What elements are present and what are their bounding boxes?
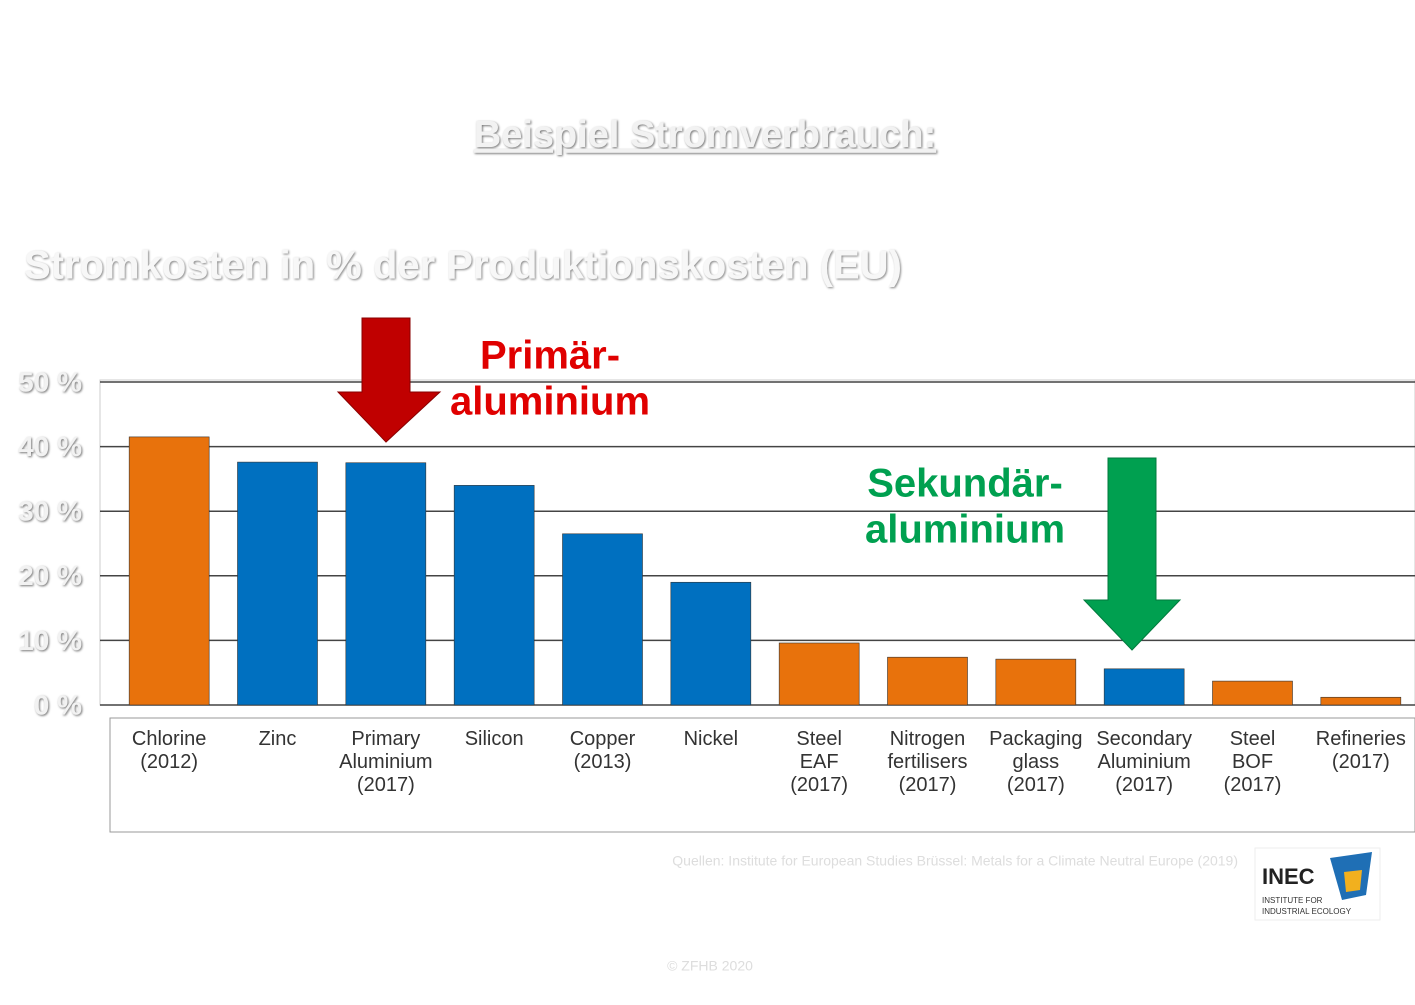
- arrow-secondary: [1082, 457, 1182, 651]
- bar: [1212, 680, 1293, 706]
- bar: [1103, 668, 1185, 706]
- x-tick-label: Chlorine (2012): [132, 728, 206, 773]
- x-tick-line: Nickel: [684, 728, 738, 750]
- x-tick-line: Refineries: [1316, 728, 1406, 750]
- bar: [453, 485, 535, 706]
- x-tick-line: (2017): [1007, 774, 1065, 796]
- x-tick-label: Nickel: [684, 728, 738, 750]
- chart-subtitle: Stromkosten in % der Produktionskosten (…: [24, 244, 902, 288]
- y-tick-label: 20 %: [18, 560, 82, 591]
- x-tick-line: Silicon: [465, 728, 524, 750]
- x-tick-line: (2017): [1224, 774, 1282, 796]
- bar: [562, 533, 643, 706]
- label-frame: [109, 717, 1415, 833]
- x-tick-line: BOF: [1232, 751, 1273, 773]
- x-tick-label: Copper (2013): [570, 728, 636, 773]
- bar: [995, 658, 1077, 706]
- x-tick-label: Packaging glass (2017): [989, 728, 1082, 796]
- x-tick-label: Refineries (2017): [1316, 728, 1406, 773]
- x-tick-line: (2013): [574, 751, 632, 773]
- copyright: © ZFHB 2020: [667, 958, 753, 974]
- annotation: Primär-: [480, 334, 620, 378]
- source-note: Quellen: Institute for European Studies …: [672, 853, 1238, 869]
- x-tick-label: Steel EAF (2017): [790, 728, 848, 796]
- chart-title: Beispiel Stromverbrauch:: [474, 114, 936, 156]
- bar: [128, 436, 210, 706]
- annotation: aluminium: [450, 380, 650, 424]
- y-tick-label: 10 %: [18, 625, 82, 656]
- x-tick-line: Chlorine: [132, 728, 206, 750]
- x-tick-line: Aluminium: [339, 751, 432, 773]
- logo-caption: INSTITUTE FOR: [1262, 896, 1323, 905]
- x-tick-line: glass: [1012, 751, 1059, 773]
- x-tick-line: Steel: [1230, 728, 1276, 750]
- logo-center: [1344, 870, 1362, 892]
- bar: [778, 642, 860, 706]
- x-tick-line: (2017): [899, 774, 957, 796]
- x-tick-line: (2017): [357, 774, 415, 796]
- x-tick-label: Steel BOF (2017): [1224, 728, 1282, 796]
- plot: 0 % 10 % 20 % 30 % 40 % 50 % Chlorine (2012) Zin…: [18, 366, 1415, 796]
- x-tick-label: Zinc: [259, 728, 297, 750]
- bar: [1320, 696, 1402, 706]
- x-tick-line: fertilisers: [887, 751, 967, 773]
- logo-caption: INDUSTRIAL ECOLOGY: [1262, 907, 1352, 916]
- x-tick-line: Packaging: [989, 728, 1082, 750]
- x-tick-line: Steel: [796, 728, 842, 750]
- bar: [887, 656, 968, 706]
- x-tick-label: Nitrogen fertilisers (2017): [887, 728, 967, 796]
- y-tick-label: 30 %: [18, 496, 82, 527]
- y-tick-label: 0 %: [34, 689, 82, 720]
- x-tick-line: (2017): [790, 774, 848, 796]
- y-tick-label: 40 %: [18, 431, 82, 462]
- bar: [670, 581, 752, 706]
- annotation: Sekundär-: [867, 462, 1063, 506]
- bar: [237, 461, 318, 706]
- x-tick-line: Copper: [570, 728, 636, 750]
- x-tick-label: Secondary Aluminium (2017): [1096, 728, 1192, 796]
- x-tick-label: Silicon: [465, 728, 524, 750]
- logo-text: INEC: [1262, 864, 1315, 889]
- bar: [345, 462, 427, 706]
- x-tick-line: (2017): [1115, 774, 1173, 796]
- y-tick-label: 50 %: [18, 366, 82, 397]
- x-tick-label: Primary Aluminium (2017): [339, 728, 432, 796]
- x-tick-line: Secondary: [1096, 728, 1192, 750]
- x-tick-line: Zinc: [259, 728, 297, 750]
- x-tick-line: Primary: [351, 728, 420, 750]
- annotation: aluminium: [865, 508, 1065, 552]
- arrow-primary: [336, 317, 442, 443]
- x-tick-line: EAF: [800, 751, 839, 773]
- x-tick-line: Aluminium: [1097, 751, 1190, 773]
- x-tick-line: (2012): [140, 751, 198, 773]
- x-tick-line: Nitrogen: [890, 728, 966, 750]
- x-tick-line: (2017): [1332, 751, 1390, 773]
